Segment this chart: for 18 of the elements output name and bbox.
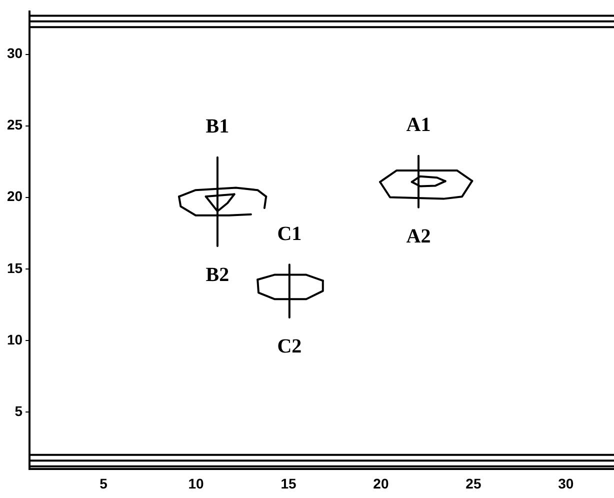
x-tick-label: 20 bbox=[373, 475, 389, 492]
y-tick-label: 15 bbox=[6, 260, 23, 276]
x-tick-label: 15 bbox=[280, 475, 296, 492]
annotation: B1 bbox=[206, 115, 230, 138]
y-tick-label: 10 bbox=[6, 331, 23, 348]
y-tick-label: 5 bbox=[14, 402, 23, 419]
x-tick-label: 5 bbox=[100, 475, 108, 492]
x-tick-label: 25 bbox=[466, 475, 482, 492]
x-tick-label: 30 bbox=[558, 475, 574, 492]
annotation: C1 bbox=[277, 222, 302, 245]
annotation: B2 bbox=[206, 264, 230, 286]
y-tick-label: 30 bbox=[6, 45, 23, 62]
y-tick-label: 25 bbox=[6, 116, 23, 133]
x-tick-label: 10 bbox=[188, 475, 204, 492]
annotation: C2 bbox=[277, 336, 302, 358]
annotation: A2 bbox=[406, 226, 431, 248]
y-tick-label: 20 bbox=[6, 188, 23, 204]
annotation: A1 bbox=[406, 114, 431, 136]
